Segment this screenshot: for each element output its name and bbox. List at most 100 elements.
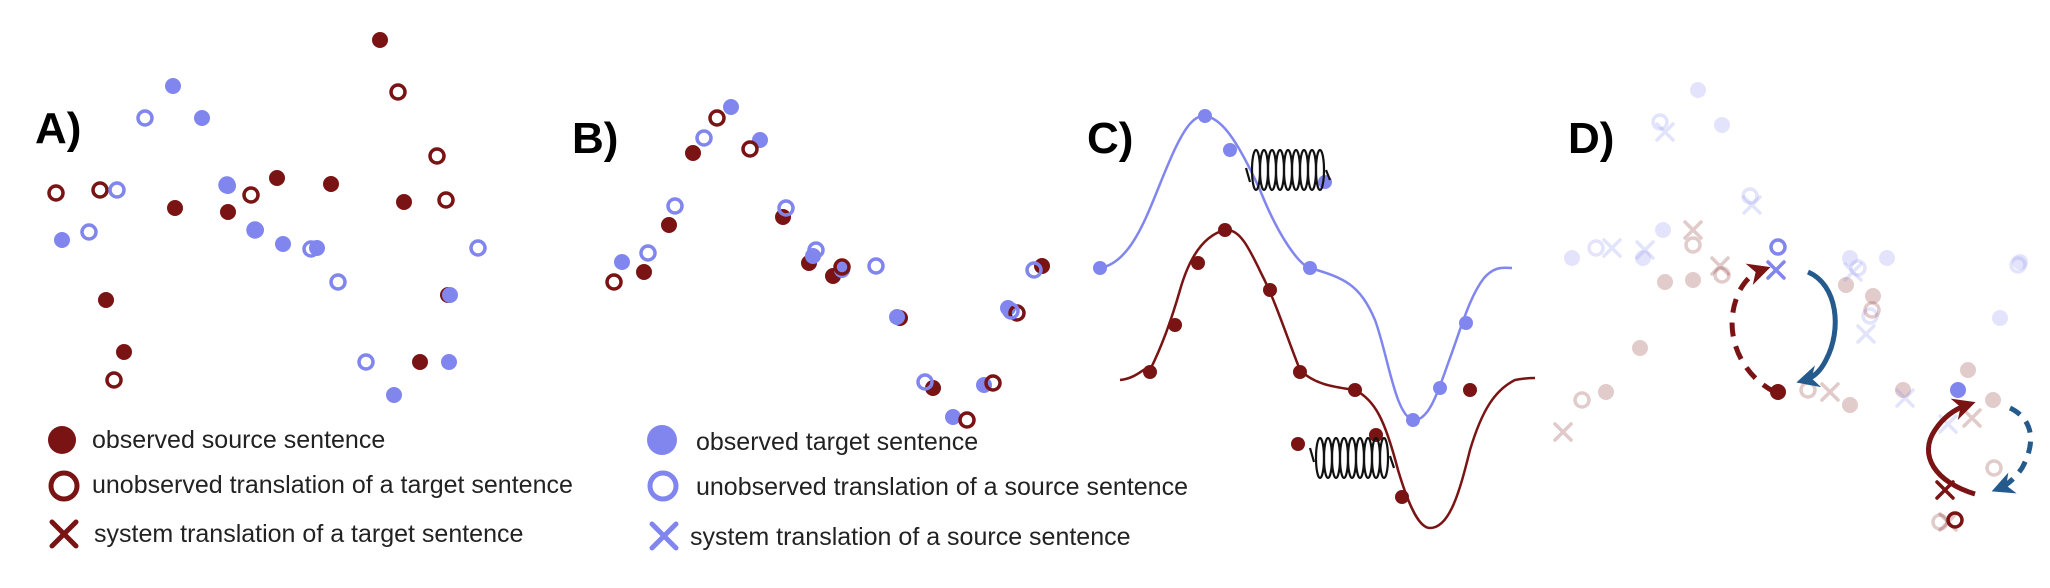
filled-circle-icon — [614, 254, 630, 270]
filled-circle-icon — [1655, 222, 1671, 238]
arrow-icon-red-dashed-up — [1729, 263, 1777, 395]
ring-icon — [48, 470, 80, 502]
ring-icon — [1769, 238, 1787, 256]
filled-circle-icon — [1635, 250, 1651, 266]
filled-circle-icon — [269, 170, 285, 186]
filled-circle-icon — [1657, 274, 1673, 290]
panel-c-dots — [1093, 109, 1477, 504]
cross-icon — [1856, 324, 1876, 344]
ring-icon — [1946, 511, 1964, 529]
ring-icon — [1849, 259, 1867, 277]
ring-icon — [218, 176, 236, 194]
ring-icon — [242, 186, 260, 204]
filled-circle-icon — [48, 426, 76, 454]
ring-icon — [428, 147, 446, 165]
ring-icon — [1741, 187, 1759, 205]
ring-icon — [741, 140, 759, 158]
filled-circle-icon — [945, 409, 961, 425]
ring-icon — [807, 241, 825, 259]
filled-circle-icon — [1632, 340, 1648, 356]
filled-circle-icon — [1865, 288, 1881, 304]
legend-system-translation-source: system translation of a source sentence — [690, 523, 1131, 551]
ring-icon — [1985, 459, 2003, 477]
panel-b-scatter — [605, 99, 1050, 429]
filled-circle-icon — [275, 236, 291, 252]
filled-circle-icon — [925, 380, 941, 396]
panel-d-scatter — [1553, 82, 2028, 532]
filled-circle-icon — [1406, 413, 1420, 427]
ring-icon — [469, 239, 487, 257]
filled-circle-icon — [1218, 223, 1232, 237]
filled-circle-icon — [1985, 392, 2001, 408]
ring-icon — [984, 374, 1002, 392]
filled-circle-icon — [2012, 254, 2028, 270]
spring-icon-bottom — [1308, 436, 1396, 480]
filled-circle-icon — [1770, 384, 1786, 400]
cross-icon — [1766, 260, 1786, 280]
cross-icon — [1710, 256, 1730, 276]
ring-icon — [695, 129, 713, 147]
ring-icon — [833, 258, 851, 276]
ring-icon — [1799, 381, 1817, 399]
ring-icon — [302, 240, 320, 258]
filled-circle-icon — [1168, 318, 1182, 332]
filled-circle-icon — [1291, 437, 1305, 451]
filled-circle-icon — [1034, 258, 1050, 274]
arrow-icon-blue-solid-down — [1796, 269, 1838, 388]
filled-circle-icon — [1960, 362, 1976, 378]
ring-icon — [916, 373, 934, 391]
cross-icon — [1962, 408, 1982, 428]
ring-icon — [1025, 261, 1043, 279]
filled-circle-icon — [167, 200, 183, 216]
ring-icon — [246, 221, 264, 239]
filled-circle-icon — [1143, 365, 1157, 379]
legend-unobserved-translation-source: unobserved translation of a source sente… — [696, 473, 1188, 501]
filled-circle-icon — [647, 425, 677, 455]
ring-icon — [1587, 239, 1605, 257]
cross-icon — [1635, 240, 1655, 260]
filled-circle-icon — [1842, 250, 1858, 266]
filled-circle-icon — [396, 194, 412, 210]
cross-icon — [1820, 382, 1840, 402]
filled-circle-icon — [1198, 109, 1212, 123]
panel-b-label: B) — [572, 114, 618, 163]
filled-circle-icon — [54, 232, 70, 248]
ring-icon — [437, 191, 455, 209]
ring-icon — [867, 257, 885, 275]
filled-circle-icon — [165, 78, 181, 94]
spring-icon-top — [1244, 148, 1332, 192]
cross-icon — [1895, 388, 1915, 408]
filled-circle-icon — [323, 176, 339, 192]
cross-icon — [1683, 220, 1703, 240]
ring-icon — [708, 109, 726, 127]
panel-d-label: D) — [1568, 114, 1614, 163]
cross-icon — [1553, 422, 1573, 442]
filled-circle-icon — [636, 264, 652, 280]
filled-circle-icon — [1950, 382, 1966, 398]
legend: observed source sentence unobserved tran… — [48, 425, 1188, 551]
ring-icon — [605, 273, 623, 291]
ring-icon — [105, 371, 123, 389]
filled-circle-icon — [661, 217, 677, 233]
filled-circle-icon — [1293, 365, 1307, 379]
filled-circle-icon — [1879, 250, 1895, 266]
ring-icon — [958, 411, 976, 429]
legend-observed-source: observed source sentence — [92, 426, 385, 454]
ring-icon — [357, 353, 375, 371]
ring-icon — [1863, 301, 1881, 319]
arrow-icon-blue-dashed-down — [1991, 405, 2034, 494]
panel-a-scatter — [47, 32, 487, 403]
ring-icon — [639, 244, 657, 262]
ring-icon — [136, 109, 154, 127]
filled-circle-icon — [889, 309, 905, 325]
filled-circle-icon — [220, 204, 236, 220]
ring-icon — [47, 184, 65, 202]
ring-icon — [80, 223, 98, 241]
filled-circle-icon — [98, 292, 114, 308]
filled-circle-icon — [1992, 310, 2008, 326]
cross-icon — [1602, 238, 1622, 258]
target-curve — [1099, 114, 1513, 422]
ring-icon — [647, 470, 679, 502]
ring-icon — [1861, 307, 1879, 325]
